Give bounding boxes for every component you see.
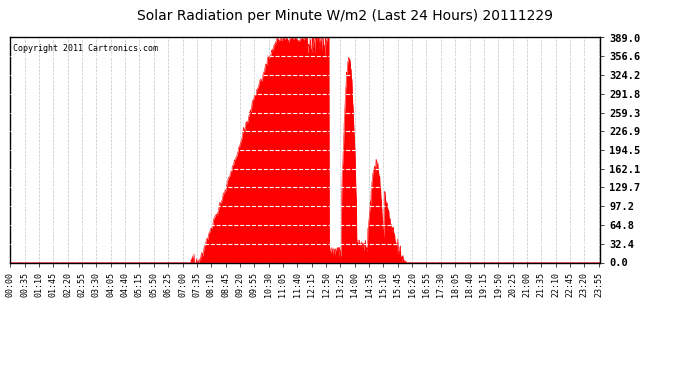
Text: Solar Radiation per Minute W/m2 (Last 24 Hours) 20111229: Solar Radiation per Minute W/m2 (Last 24… [137,9,553,23]
Text: Copyright 2011 Cartronics.com: Copyright 2011 Cartronics.com [13,44,158,53]
